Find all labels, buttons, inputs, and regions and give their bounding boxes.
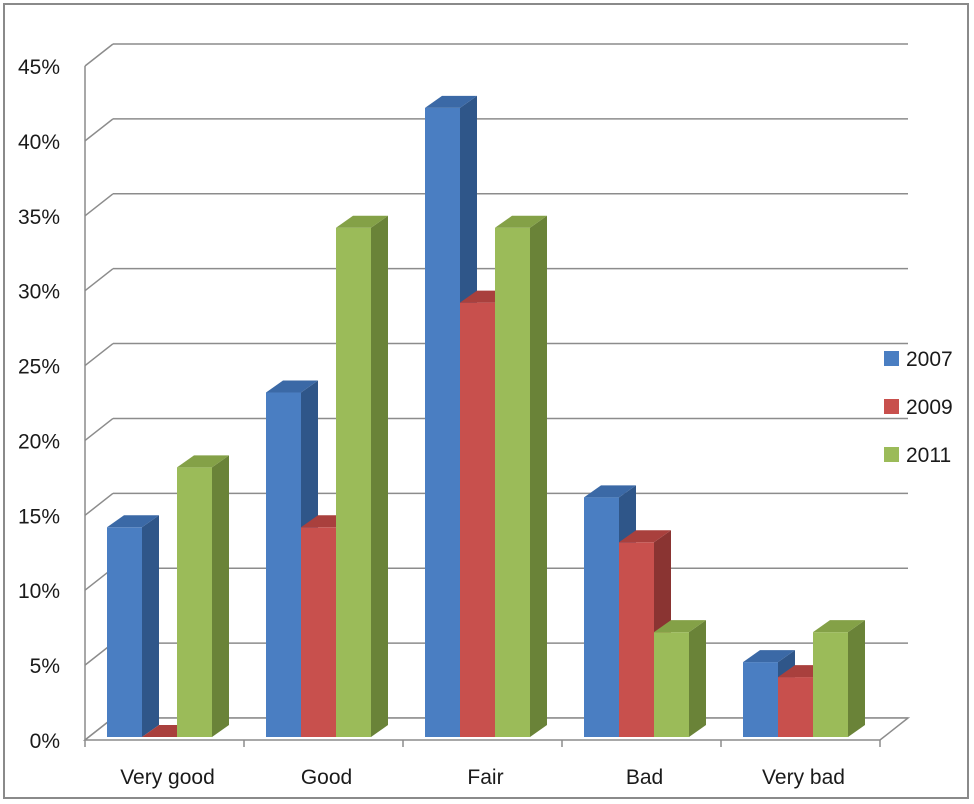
bar-top xyxy=(425,95,477,108)
y-tick-label: 35% xyxy=(18,206,60,229)
bar-top xyxy=(266,380,318,393)
gridline-side xyxy=(84,417,114,442)
y-tick-label: 5% xyxy=(30,655,60,678)
y-tick-label: 20% xyxy=(18,430,60,453)
legend-label: 2011 xyxy=(906,444,951,467)
bar-top xyxy=(743,650,795,663)
bar-side xyxy=(142,515,159,737)
bar-top xyxy=(813,620,865,633)
bar-side xyxy=(689,620,706,737)
y-tick-label: 45% xyxy=(18,56,60,79)
bar-front xyxy=(301,527,336,737)
gridline-side xyxy=(84,342,114,367)
x-tick-label: Fair xyxy=(467,766,503,789)
bar-top xyxy=(619,530,671,543)
y-tick-label: 25% xyxy=(18,356,60,379)
bar-front xyxy=(778,677,813,737)
bar-front xyxy=(743,662,778,737)
bar-top xyxy=(336,215,388,228)
gridline-side xyxy=(84,492,114,516)
bar-front xyxy=(107,527,142,737)
y-tick-label: 0% xyxy=(30,730,60,753)
bar xyxy=(107,515,159,737)
bar-front xyxy=(460,302,495,737)
legend-swatch xyxy=(884,351,899,366)
bar xyxy=(654,620,706,737)
legend-swatch xyxy=(884,447,899,462)
bar-top xyxy=(584,485,636,498)
side-wall xyxy=(85,44,113,740)
bar-top xyxy=(495,215,547,228)
bar-front xyxy=(813,632,848,737)
bar-top xyxy=(177,455,229,468)
x-tick-label: Good xyxy=(301,766,352,789)
gridline-side xyxy=(84,268,114,292)
bar-side xyxy=(848,620,865,737)
y-tick-label: 30% xyxy=(18,281,60,304)
gridline-side xyxy=(84,118,114,142)
y-tick-label: 10% xyxy=(18,580,60,603)
bar-top xyxy=(654,620,706,633)
gridline-side xyxy=(84,43,114,67)
y-tick-label: 40% xyxy=(18,131,60,154)
x-tick-label: Very good xyxy=(120,766,215,789)
legend-label: 2009 xyxy=(906,396,953,419)
gridline-side xyxy=(84,193,114,217)
legend-swatch xyxy=(884,399,899,414)
bar xyxy=(336,215,388,737)
bar-side xyxy=(530,215,547,737)
bar-front xyxy=(336,227,371,737)
bar xyxy=(177,455,229,737)
bar xyxy=(495,215,547,737)
bar xyxy=(813,620,865,737)
bar-front xyxy=(654,632,689,737)
bar-front xyxy=(266,392,301,737)
bar-side xyxy=(212,455,229,737)
y-tick-label: 15% xyxy=(18,505,60,528)
bar-front xyxy=(177,467,212,737)
x-tick-label: Bad xyxy=(626,766,663,789)
bar-front xyxy=(425,107,460,737)
bar-front xyxy=(619,542,654,737)
bar-side xyxy=(371,215,388,737)
bar-front xyxy=(495,227,530,737)
legend-label: 2007 xyxy=(906,348,953,371)
bar-top xyxy=(107,515,159,528)
bar-front xyxy=(584,497,619,737)
x-tick-label: Very bad xyxy=(762,766,845,789)
